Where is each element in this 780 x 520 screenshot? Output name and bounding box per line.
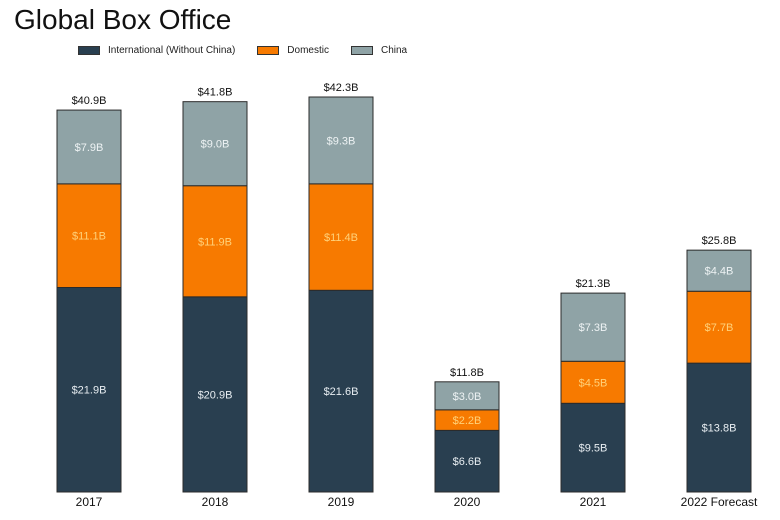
segment-label: $9.3B [327, 135, 356, 147]
x-tick-label: 2021 [580, 495, 607, 509]
bar-segment-domestic-2022 [686, 290, 752, 364]
bar-segment-china-2022 [686, 249, 752, 292]
segment-label: $4.5B [579, 377, 608, 389]
legend-swatch-international [78, 46, 100, 55]
bar-segment-international-2022 [686, 362, 752, 493]
x-tick-label: 2017 [76, 495, 103, 509]
segment-label: $6.6B [453, 456, 482, 468]
total-label: $11.8B [450, 367, 484, 379]
segment-label: $7.7B [705, 322, 734, 334]
total-label: $21.3B [576, 278, 611, 290]
bar-segment-china-2020 [434, 381, 500, 411]
segment-label: $2.2B [453, 415, 482, 427]
legend-label-international: International (Without China) [108, 45, 236, 56]
legend-item-china: China [350, 45, 408, 56]
bar-segment-china-2018 [182, 101, 248, 187]
legend: International (Without China) Domestic C… [78, 45, 407, 56]
total-label: $42.3B [324, 82, 359, 94]
bar-segment-domestic-2018 [182, 185, 248, 298]
legend-swatch-domestic [257, 46, 280, 55]
segment-label: $9.5B [579, 443, 608, 455]
total-label: $41.8B [198, 87, 233, 99]
segment-label: $11.4B [324, 232, 358, 244]
segment-label: $21.6B [324, 386, 359, 398]
legend-label-china: China [380, 45, 408, 56]
segment-label: $20.9B [198, 389, 233, 401]
segment-label: $9.0B [201, 139, 230, 151]
total-label: $40.9B [72, 95, 107, 107]
x-tick-label: 2020 [454, 495, 481, 509]
segment-label: $11.1B [72, 231, 106, 243]
x-tick-label: 2022 Forecast [681, 495, 758, 509]
legend-item-international: International (Without China) [78, 45, 235, 56]
bar-segment-international-2018 [182, 296, 248, 493]
legend-label-domestic: Domestic [287, 45, 329, 56]
bar-segment-international-2020 [434, 429, 500, 493]
segment-label: $11.9B [198, 236, 232, 248]
bar-segment-china-2019 [308, 96, 374, 185]
total-label: $25.8B [702, 235, 737, 247]
segment-label: $7.9B [75, 142, 104, 154]
segment-label: $4.4B [705, 266, 734, 278]
bar-segment-domestic-2019 [308, 183, 374, 291]
bar-segment-china-2017 [56, 109, 122, 185]
legend-item-domestic: Domestic [257, 45, 329, 56]
chart-title: Global Box Office [14, 4, 232, 35]
bar-segment-international-2017 [56, 286, 122, 493]
legend-swatch-china [350, 46, 373, 55]
segment-label: $7.3B [579, 322, 608, 334]
bar-segment-international-2021 [560, 402, 626, 493]
segment-label: $3.0B [453, 391, 482, 403]
bar-segment-domestic-2017 [56, 183, 122, 288]
segment-label: $21.9B [72, 385, 107, 397]
x-tick-label: 2019 [328, 495, 355, 509]
bar-segment-domestic-2021 [560, 360, 626, 404]
x-tick-label: 2018 [202, 495, 229, 509]
bar-segment-china-2021 [560, 292, 626, 362]
segment-label: $13.8B [702, 423, 737, 435]
